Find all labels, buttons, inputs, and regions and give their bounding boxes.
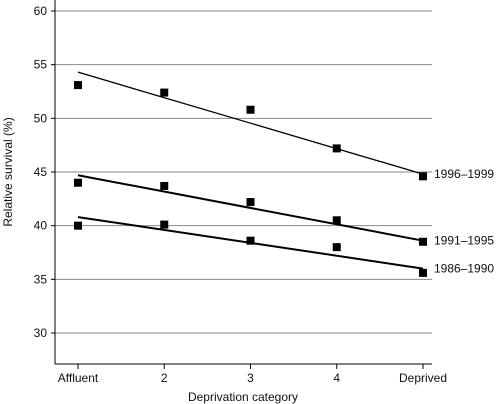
y-tick-label: 35 <box>34 272 48 286</box>
gridlines <box>55 10 432 334</box>
y-tick-label: 55 <box>34 58 48 72</box>
data-point <box>332 243 341 252</box>
data-point <box>246 236 255 245</box>
axes <box>54 0 432 365</box>
data-point <box>246 105 255 114</box>
x-tick-label: 2 <box>161 371 168 385</box>
data-point <box>74 81 82 90</box>
data-point <box>419 237 427 246</box>
trend-line <box>77 71 424 175</box>
series-label: 1986–1990 <box>434 262 494 276</box>
x-tick-label: Deprived <box>399 371 447 385</box>
y-axis-title: Relative survival (%) <box>1 117 15 226</box>
data-point <box>246 198 255 207</box>
x-tick-label: 4 <box>333 371 340 385</box>
series-labels: 1996–1999 1991–1995 1986–1990 <box>434 167 494 275</box>
data-point <box>419 268 427 277</box>
y-tick-label: 50 <box>34 111 48 125</box>
data-point <box>332 216 341 225</box>
x-axis-title: Deprivation category <box>188 390 298 404</box>
data-point <box>419 172 427 181</box>
x-tick-label: Affluent <box>58 371 99 385</box>
y-ticks: 30 35 40 45 50 55 60 <box>34 4 55 340</box>
series-label: 1991–1995 <box>434 234 494 248</box>
data-point <box>74 178 82 187</box>
data-points <box>74 81 427 277</box>
y-tick-label: 40 <box>34 219 48 233</box>
y-tick-label: 45 <box>34 165 48 179</box>
series-label: 1996–1999 <box>434 167 494 181</box>
data-point <box>160 181 169 190</box>
y-tick-label: 60 <box>34 4 48 18</box>
data-point <box>160 220 169 229</box>
x-ticks: Affluent 2 3 4 Deprived <box>58 364 447 385</box>
x-tick-label: 3 <box>247 371 254 385</box>
data-point <box>74 221 82 230</box>
trend-line <box>77 174 424 242</box>
data-point <box>332 144 341 153</box>
y-tick-label: 30 <box>34 326 48 340</box>
data-point <box>160 88 169 97</box>
